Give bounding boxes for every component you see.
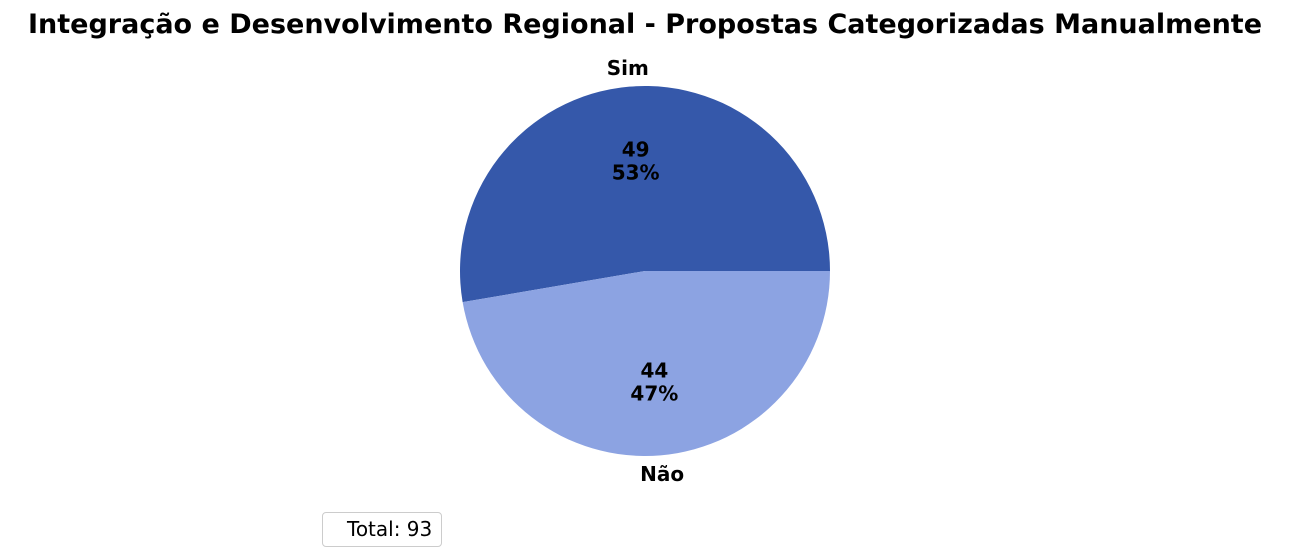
slice-category-label: Sim xyxy=(607,56,649,80)
slice-percent-label: 47% xyxy=(630,382,678,406)
legend-total: Total: 93 xyxy=(322,512,442,547)
pie-slice-nao xyxy=(462,271,830,456)
legend-total-text: Total: 93 xyxy=(347,517,433,541)
slice-category-label: Não xyxy=(640,462,684,486)
slice-percent-label: 53% xyxy=(612,160,660,184)
pie-slice-sim xyxy=(459,85,830,303)
slice-value-label: 49 xyxy=(622,137,650,161)
chart-title: Integração e Desenvolvimento Regional - … xyxy=(28,9,1262,40)
pie-slices xyxy=(459,85,830,456)
slice-value-label: 44 xyxy=(640,359,668,383)
